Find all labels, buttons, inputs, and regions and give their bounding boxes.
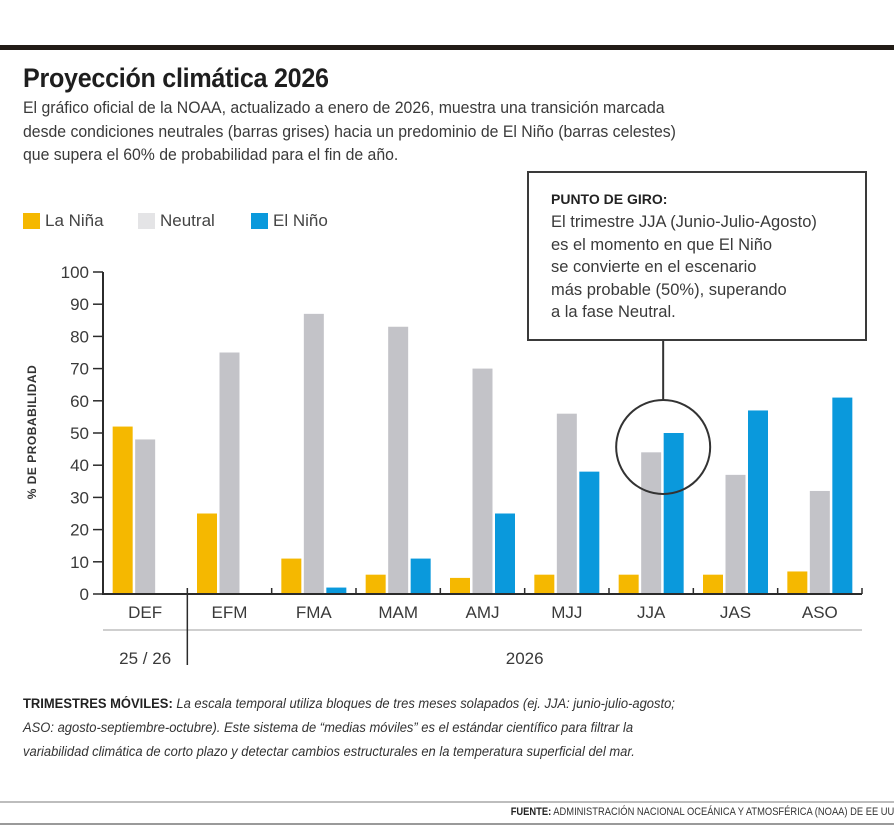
top-rule [0, 45, 894, 50]
bar-la-ni-a-jas [703, 574, 723, 594]
legend-swatch-neutral [138, 213, 155, 229]
y-tick-label: 90 [70, 295, 89, 314]
x-tick-label: DEF [128, 603, 162, 622]
bar-la-ni-a-mam [365, 574, 386, 594]
bar-la-ni-a-mjj [534, 574, 555, 594]
callout-line: a la fase Neutral. [551, 303, 676, 321]
legend-label: La Niña [45, 211, 104, 230]
bar-neutral-mjj [556, 413, 577, 594]
footnote-lead: TRIMESTRES MÓVILES: [23, 696, 173, 711]
chart-subtitle: El gráfico oficial de la NOAA, actualiza… [23, 96, 823, 167]
bar-neutral-fma [303, 313, 324, 594]
bar-el-ni-o-jas [748, 410, 768, 594]
legend-swatch-el-nino [251, 213, 268, 229]
source-credit: FUENTE: ADMINISTRACIÓN NACIONAL OCEÁNICA… [510, 806, 894, 818]
bottom-rule [0, 801, 894, 803]
bar-el-ni-o-mam [410, 558, 431, 594]
callout-line: más probable (50%), superando [551, 280, 787, 299]
y-tick-label: 20 [70, 521, 89, 540]
bar-la-ni-a-amj [450, 577, 470, 594]
y-tick-label: 80 [70, 327, 89, 346]
y-tick-label: 70 [70, 360, 89, 379]
legend-item-el-nino: El Niño [251, 211, 328, 231]
y-tick-label: 60 [70, 392, 89, 411]
y-tick-label: 0 [80, 585, 89, 604]
bar-el-ni-o-amj [495, 513, 515, 594]
bar-el-ni-o-mjj [579, 471, 600, 594]
bar-la-ni-a-def [112, 426, 133, 594]
legend-label: Neutral [160, 211, 215, 230]
bar-el-ni-o-fma [326, 587, 347, 594]
bar-neutral-amj [472, 368, 493, 594]
footnote-line: La escala temporal utiliza bloques de tr… [172, 696, 675, 711]
source-label: FUENTE: [510, 806, 551, 818]
y-tick-label: 10 [70, 553, 89, 572]
bar-neutral-aso [809, 490, 830, 594]
bar-el-ni-o-jja [663, 433, 684, 594]
callout-line: El trimestre JJA (Junio-Julio-Agosto) [551, 213, 817, 231]
bar-neutral-efm [219, 352, 240, 594]
subtitle-line: El gráfico oficial de la NOAA, actualiza… [23, 98, 665, 117]
x-tick-label: MAM [378, 603, 418, 622]
bar-la-ni-a-efm [197, 513, 217, 594]
legend-swatch-la-nina [23, 213, 40, 229]
bottom-rule [0, 823, 894, 825]
legend-label: El Niño [273, 211, 328, 230]
x-tick-label: JJA [637, 603, 666, 622]
x-tick-label: JAS [720, 603, 751, 622]
callout-box: PUNTO DE GIRO: El trimestre JJA (Junio-J… [527, 171, 867, 341]
bar-chart: 0 10 20 30 40 50 60 70 80 90 100 DEF EFM FMA MAM AMJ MJJ… [61, 263, 863, 668]
highlight-circle [615, 399, 712, 495]
bar-la-ni-a-jja [618, 574, 639, 594]
period-label: 25 / 26 [119, 649, 171, 668]
subtitle-line: desde condiciones neutrales (barras gris… [23, 121, 676, 141]
bar-la-ni-a-aso [787, 571, 808, 594]
bar-neutral-def [135, 439, 156, 594]
callout-line: es el momento en que El Niño [551, 235, 773, 254]
chart-title: Proyección climática 2026 [23, 63, 329, 93]
callout-heading: PUNTO DE GIRO: [551, 191, 668, 207]
footnote-line: ASO: agosto-septiembre-octubre). Este si… [23, 720, 634, 735]
x-tick-label: ASO [802, 603, 838, 622]
x-tick-label: AMJ [466, 603, 500, 622]
footnote-line: variabilidad climática de corto plazo y … [23, 744, 635, 759]
y-axis-label: % DE PROBABILIDAD [25, 364, 39, 500]
footnote: TRIMESTRES MÓVILES: La escala temporal u… [23, 692, 849, 764]
callout-body: El trimestre JJA (Junio-Julio-Agosto) es… [551, 211, 817, 324]
bar-neutral-jas [725, 474, 746, 594]
subtitle-line: que supera el 60% de probabilidad para e… [23, 145, 399, 164]
y-tick-label: 100 [61, 263, 89, 282]
source-text: ADMINISTRACIÓN NACIONAL OCEÁNICA Y ATMOS… [550, 806, 894, 818]
y-tick-label: 50 [70, 424, 89, 443]
callout-line: se convierte en el escenario [551, 258, 757, 276]
period-label: 2026 [506, 649, 544, 668]
bar-la-ni-a-fma [281, 558, 302, 594]
y-tick-label: 40 [70, 456, 89, 475]
legend-item-la-nina: La Niña [23, 211, 104, 231]
x-tick-label: EFM [212, 603, 248, 622]
bar-el-ni-o-aso [832, 397, 853, 594]
y-tick-label: 30 [70, 488, 89, 507]
bar-neutral-mam [388, 326, 409, 594]
x-tick-label: MJJ [551, 603, 582, 622]
legend-item-neutral: Neutral [138, 211, 215, 231]
x-tick-label: FMA [296, 603, 333, 622]
bar-neutral-jja [641, 452, 662, 594]
